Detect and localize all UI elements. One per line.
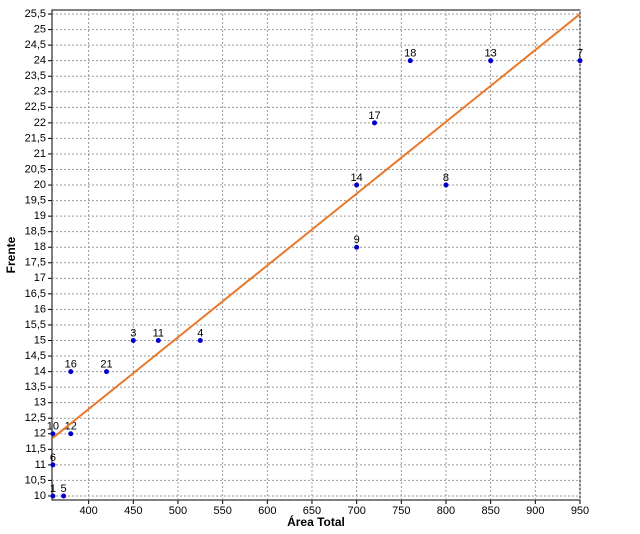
plot-area xyxy=(51,9,581,501)
y-tick-label: 18 xyxy=(34,241,46,253)
y-tick-label: 11,5 xyxy=(25,443,46,455)
y-tick-label: 25 xyxy=(34,23,46,35)
y-tick-label: 16 xyxy=(34,303,46,315)
y-tick-label: 10,5 xyxy=(25,474,46,486)
point xyxy=(130,338,136,344)
point xyxy=(50,493,56,499)
point-label: 1 xyxy=(50,483,56,495)
y-tick-label: 20 xyxy=(34,179,46,191)
point-label: 3 xyxy=(130,327,136,339)
x-tick-label: 800 xyxy=(437,505,455,517)
y-tick-label: 14,5 xyxy=(25,350,46,362)
point xyxy=(577,58,583,64)
point-label: 7 xyxy=(577,48,583,60)
x-tick-label: 400 xyxy=(79,505,97,517)
point-label: 11 xyxy=(153,327,164,339)
point-label: 13 xyxy=(485,48,497,60)
x-tick-label: 900 xyxy=(526,505,544,517)
y-tick-label: 24 xyxy=(34,55,46,67)
point xyxy=(61,493,67,499)
x-tick-label: 700 xyxy=(347,505,365,517)
point-label: 9 xyxy=(354,234,360,246)
y-tick-label: 10 xyxy=(34,490,46,502)
point xyxy=(354,182,360,188)
x-tick-label: 750 xyxy=(392,505,410,517)
y-tick-label: 16,5 xyxy=(25,288,46,300)
point-label: 6 xyxy=(50,452,56,464)
y-tick-label: 17 xyxy=(34,272,46,284)
x-tick-label: 450 xyxy=(124,505,142,517)
trend-line xyxy=(52,13,581,439)
point xyxy=(50,462,56,468)
y-tick-label: 21 xyxy=(34,148,46,160)
point-label: 17 xyxy=(368,110,380,122)
point-label: 16 xyxy=(65,358,77,370)
x-tick-label: 650 xyxy=(303,505,321,517)
y-axis-title: Frente xyxy=(4,236,18,273)
y-tick-label: 21,5 xyxy=(25,132,46,144)
y-tick-label: 15 xyxy=(34,334,46,346)
y-tick-label: 23,5 xyxy=(25,70,46,82)
point xyxy=(50,431,56,437)
y-tick-label: 12,5 xyxy=(25,412,46,424)
y-tick-label: 14 xyxy=(34,365,46,377)
point xyxy=(407,58,413,64)
y-tick-label: 11 xyxy=(35,459,46,471)
x-tick-label: 850 xyxy=(481,505,499,517)
point-label: 14 xyxy=(351,172,363,184)
y-tick-label: 23 xyxy=(34,86,46,98)
x-tick-label: 550 xyxy=(213,505,231,517)
y-tick-label: 17,5 xyxy=(25,257,46,269)
point xyxy=(103,369,109,375)
point xyxy=(68,431,74,437)
point xyxy=(488,58,494,64)
point-label: 18 xyxy=(404,48,416,60)
y-tick-label: 18,5 xyxy=(25,226,46,238)
x-axis-title: Área Total xyxy=(287,514,345,529)
point-label: 10 xyxy=(47,421,59,433)
y-tick-label: 15,5 xyxy=(25,319,46,331)
point xyxy=(68,369,74,375)
point xyxy=(354,244,360,250)
point-label: 12 xyxy=(65,421,77,433)
point-label: 21 xyxy=(100,358,112,370)
y-tick-label: 25,5 xyxy=(25,8,46,20)
y-tick-label: 12 xyxy=(34,428,46,440)
y-tick-label: 13 xyxy=(34,397,46,409)
y-tick-label: 13,5 xyxy=(25,381,46,393)
x-tick-label: 950 xyxy=(571,505,589,517)
y-tick-label: 19 xyxy=(34,210,46,222)
y-tick-label: 20,5 xyxy=(25,163,46,175)
point xyxy=(443,182,449,188)
y-tick-label: 22,5 xyxy=(25,101,46,113)
point-label: 8 xyxy=(443,172,449,184)
x-tick-label: 500 xyxy=(169,505,187,517)
point xyxy=(372,120,378,126)
point xyxy=(155,338,161,344)
y-tick-label: 22 xyxy=(34,117,46,129)
y-tick-label: 24,5 xyxy=(25,39,46,51)
x-tick-label: 600 xyxy=(258,505,276,517)
point-label: 4 xyxy=(197,327,203,339)
point xyxy=(197,338,203,344)
y-tick-label: 19,5 xyxy=(25,194,46,206)
point-label: 5 xyxy=(61,483,67,495)
